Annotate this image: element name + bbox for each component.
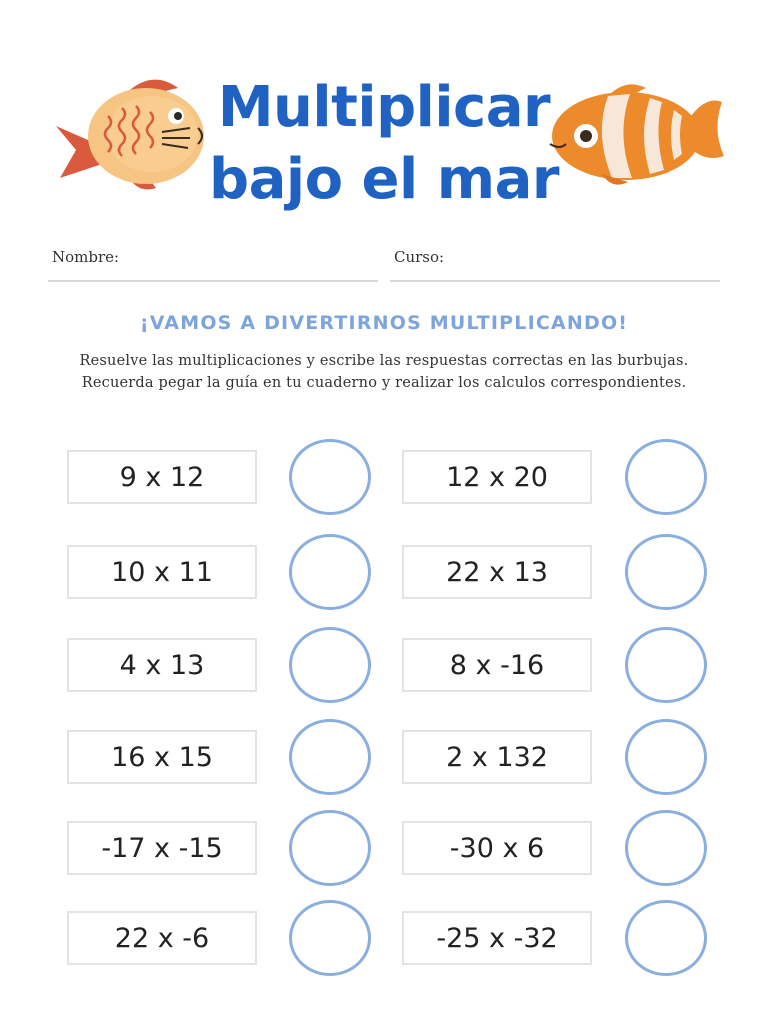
exercise-box: -17 x -15	[67, 821, 257, 875]
exercise-box: -30 x 6	[402, 821, 592, 875]
exercise-box: 2 x 132	[402, 730, 592, 784]
course-field[interactable]: Curso:	[390, 244, 720, 282]
answer-bubble[interactable]	[289, 719, 371, 795]
name-field[interactable]: Nombre:	[48, 244, 378, 282]
exercise-box: 10 x 11	[67, 545, 257, 599]
answer-bubble[interactable]	[289, 534, 371, 610]
exercise-box: 22 x -6	[67, 911, 257, 965]
answer-bubble[interactable]	[625, 439, 707, 515]
course-label: Curso:	[394, 248, 445, 266]
instructions-line-2: Recuerda pegar la guía en tu cuaderno y …	[81, 375, 687, 391]
answer-bubble[interactable]	[289, 627, 371, 703]
answer-bubble[interactable]	[625, 719, 707, 795]
exercise-box: 8 x -16	[402, 638, 592, 692]
worksheet-title: Multiplicar bajo el mar	[0, 72, 768, 216]
instructions: Resuelve las multiplicaciones y escribe …	[0, 350, 768, 394]
exercise-box: 16 x 15	[67, 730, 257, 784]
instructions-line-1: Resuelve las multiplicaciones y escribe …	[79, 353, 689, 369]
exercise-box: 4 x 13	[67, 638, 257, 692]
exercise-box: 9 x 12	[67, 450, 257, 504]
orange-fish-icon	[56, 79, 204, 190]
answer-bubble[interactable]	[289, 439, 371, 515]
exercise-box: 12 x 20	[402, 450, 592, 504]
clownfish-icon	[549, 84, 724, 185]
answer-bubble[interactable]	[625, 900, 707, 976]
answer-bubble[interactable]	[625, 627, 707, 703]
answer-bubble[interactable]	[625, 810, 707, 886]
answer-bubble[interactable]	[625, 534, 707, 610]
exercise-box: 22 x 13	[402, 545, 592, 599]
subtitle: ¡VAMOS A DIVERTIRNOS MULTIPLICANDO!	[139, 312, 629, 334]
answer-bubble[interactable]	[289, 810, 371, 886]
title-line-1: Multiplicar	[217, 75, 551, 140]
exercise-box: -25 x -32	[402, 911, 592, 965]
name-label: Nombre:	[52, 248, 120, 266]
answer-bubble[interactable]	[289, 900, 371, 976]
title-line-2: bajo el mar	[209, 147, 559, 212]
